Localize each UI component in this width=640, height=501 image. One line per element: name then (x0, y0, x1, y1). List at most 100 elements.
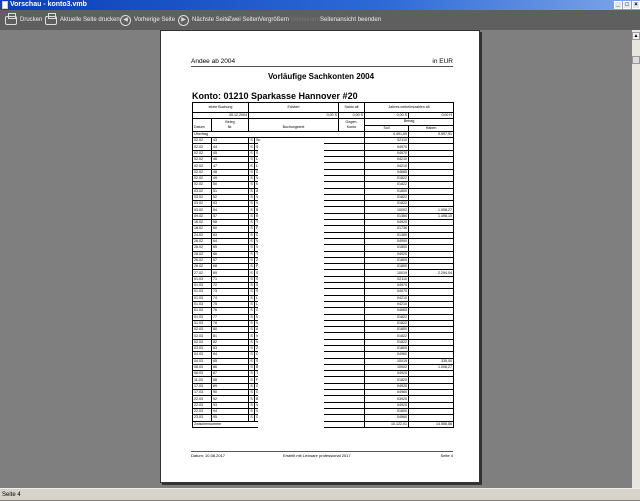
cell-soll (408, 382, 455, 391)
year-haben-value: 0,00 H (408, 111, 455, 120)
cell-soll (408, 414, 455, 422)
redacted-area (258, 141, 324, 429)
status-page: Seite 4 (2, 492, 21, 498)
cell-nr: 93 (210, 401, 250, 409)
cell-nr: 67 (210, 256, 250, 265)
cell-nr: 68 (210, 263, 250, 271)
column-header-row-1: Beleg Gegen- Betrag (192, 118, 455, 126)
cell-soll (408, 407, 455, 416)
previous-page-label: Vorherige Seite (134, 17, 176, 23)
currency: in EUR (432, 58, 453, 65)
next-page-button[interactable]: ▶ Nächste Seite (178, 14, 229, 27)
last-booking-value: 30.12.2004 (191, 111, 250, 120)
cell-soll (408, 256, 455, 265)
subtotal-haben: 14.556,56 (408, 420, 455, 428)
app-icon (2, 1, 8, 9)
cell-nr: 86 (210, 363, 250, 372)
status-bar: Seite 4 (0, 488, 640, 500)
report-title: Vorläufige Sachkonten 2004 (267, 72, 375, 81)
cell-nr: 84 (210, 351, 250, 359)
printer-icon (45, 13, 57, 25)
close-preview-button[interactable]: Seitenansicht beenden (320, 14, 381, 27)
cell-soll (408, 376, 455, 384)
next-page-label: Nächste Seite (192, 17, 230, 23)
minimize-button[interactable]: _ (614, 1, 622, 9)
cell-nr: 72 (210, 281, 250, 290)
close-preview-label: Seitenansicht beenden (320, 17, 382, 23)
zoom-out-button[interactable]: Verkleinern (290, 14, 320, 27)
cell-soll (408, 389, 455, 397)
cell-soll (408, 250, 455, 258)
cell-soll (408, 263, 455, 271)
footer-date: Datum: 10.08.2017 (191, 453, 226, 458)
report-header: Andee ab 2004 in EUR (191, 58, 453, 67)
last-booking-header: letzte Buchung (191, 102, 250, 113)
cell-nr: 73 (210, 288, 250, 296)
summary-header-row: letzte Buchung Ediviert Saldo alt Jahres… (191, 102, 455, 113)
footer-page: Seite 4 (440, 453, 453, 458)
cell-soll: 2.294,04 (408, 269, 455, 277)
print-label: Drucken (20, 17, 43, 23)
report-footer: Datum: 10.08.2017 Erstellt mit Lexware p… (191, 451, 453, 459)
vertical-scrollbar[interactable]: ▲ (632, 30, 640, 488)
two-pages-button[interactable]: Zwei Seiten (228, 14, 259, 27)
cell-nr: 78 (210, 319, 250, 328)
toolbar: Drucken Aktuelle Seite drucken ◀ Vorherig… (0, 10, 640, 30)
close-button[interactable]: × (632, 1, 640, 9)
cell-nr: 89 (210, 382, 250, 391)
footer-made-with: Erstellt mit Lexware professional 2017 (283, 453, 351, 458)
printer-icon (5, 13, 17, 25)
cell-soll (408, 275, 455, 284)
print-preview-page: Andee ab 2004 in EUR Vorläufige Sachkont… (160, 30, 480, 483)
cell-soll (408, 332, 455, 340)
previous-page-button[interactable]: ◀ Vorherige Seite (120, 14, 175, 27)
cell-nr: 81 (210, 332, 250, 340)
year-header: Jahres-verkehrszahlen alt (364, 102, 455, 113)
window-title: Vorschau - konto3.vmb (10, 1, 87, 8)
maximize-button[interactable]: □ (623, 1, 631, 9)
print-button[interactable]: Drucken (5, 13, 43, 27)
summary-value-row: 30.12.2004 0,00 S 0,00 S 0,00 S 0,00 H (191, 111, 455, 120)
cell-soll: 1.008,27 (408, 363, 455, 372)
cell-soll (408, 338, 455, 347)
cell-nr: 74 (210, 294, 250, 302)
cell-nr: 75 (210, 300, 250, 309)
cell-soll (408, 370, 455, 378)
ediviert-header: Ediviert (248, 102, 340, 113)
cell-soll (408, 344, 455, 353)
scroll-thumb[interactable] (632, 56, 640, 64)
cell-soll (408, 300, 455, 309)
subtotal-soll: 10.122,01 (364, 420, 410, 428)
cell-nr: 87 (210, 370, 250, 378)
cell-nr: 71 (210, 275, 250, 284)
cell-nr: 92 (210, 395, 250, 403)
company-name: Andee ab 2004 (191, 58, 236, 65)
cell-nr: 94 (210, 407, 250, 416)
cell-soll (408, 401, 455, 409)
title-bar: Vorschau - konto3.vmb _ □ × (0, 0, 640, 10)
cell-soll (408, 326, 455, 334)
betrag-header: Betrag (364, 118, 455, 126)
cell-soll (408, 281, 455, 290)
print-current-page-button[interactable]: Aktuelle Seite drucken (45, 13, 120, 27)
two-pages-label: Zwei Seiten (228, 17, 260, 23)
account-title: Konto: 01210 Sparkasse Hannover #20 (192, 91, 358, 101)
cell-nr: 77 (210, 313, 250, 321)
zoom-in-button[interactable]: Vergrößern (259, 14, 289, 27)
cell-soll: 335,00 (408, 357, 455, 365)
print-current-label: Aktuelle Seite drucken (60, 17, 120, 23)
cell-nr: 80 (210, 326, 250, 334)
cell-soll (408, 319, 455, 328)
saldo-header: Saldo alt (338, 102, 366, 113)
cell-soll (408, 313, 455, 321)
cell-soll (408, 351, 455, 359)
arrow-right-icon: ▶ (178, 15, 189, 26)
cell-nr: 83 (210, 344, 250, 353)
zoom-in-label: Vergrößern (259, 17, 290, 23)
cell-nr: 95 (210, 414, 250, 422)
cell-nr: 88 (210, 376, 250, 384)
ediviert-value: 0,00 S (248, 111, 340, 120)
scroll-up-arrow-icon[interactable]: ▲ (632, 32, 640, 40)
arrow-left-icon: ◀ (120, 15, 131, 26)
cell-nr: 69 (210, 269, 250, 277)
